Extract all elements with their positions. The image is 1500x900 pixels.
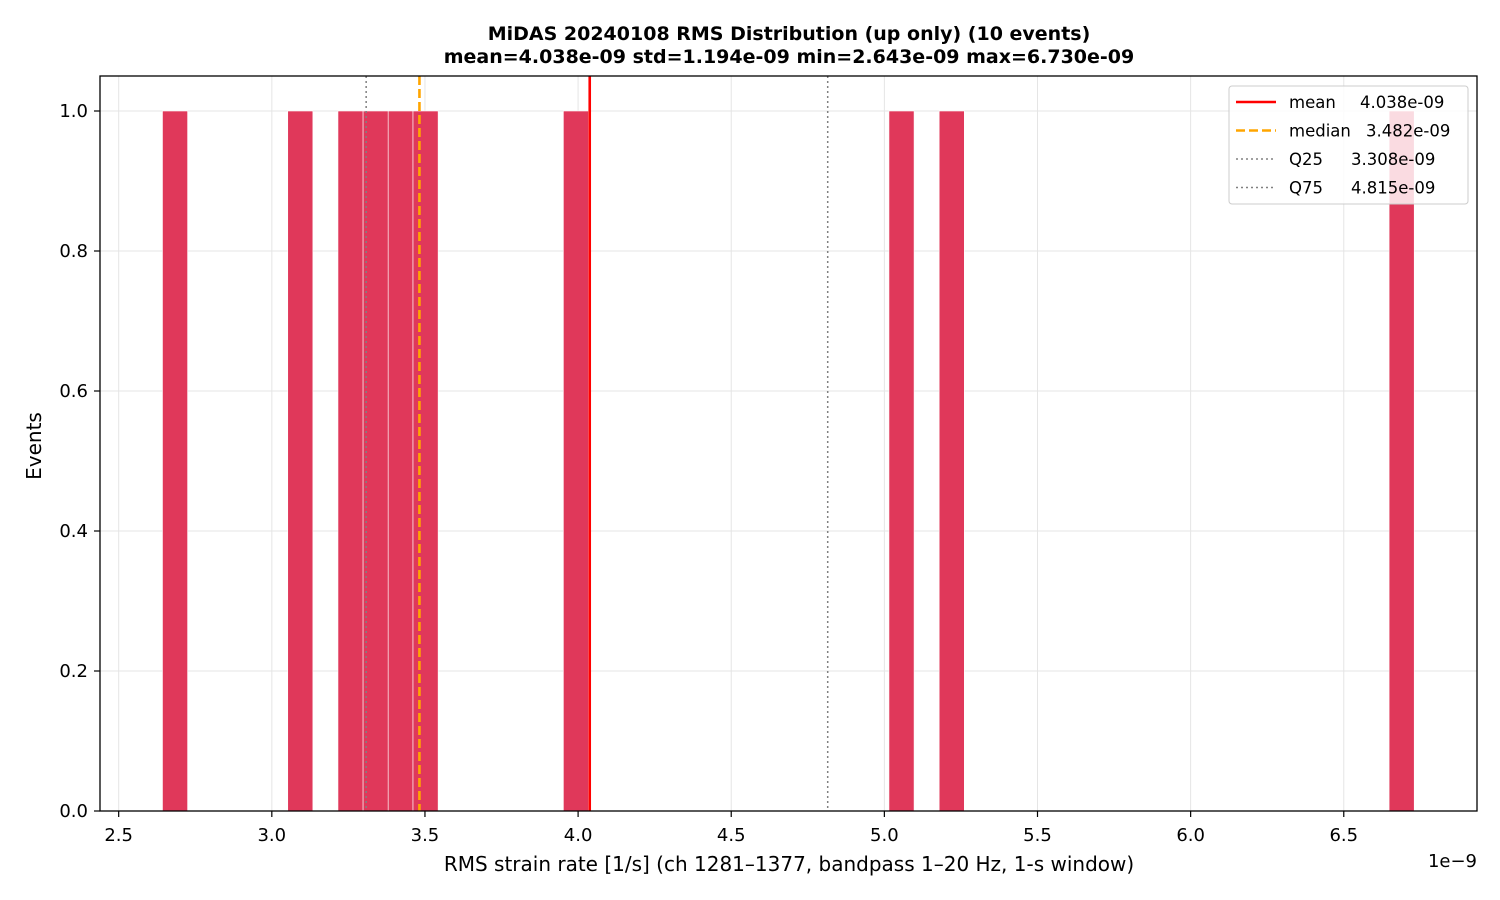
- histogram-bar: [162, 110, 188, 812]
- y-axis-label: Events: [22, 412, 46, 480]
- histogram-bar: [412, 110, 439, 812]
- y-axis-ticks: 0.0 0.2 0.4 0.6 0.8 1.0: [59, 101, 100, 822]
- y-tick-label: 0.6: [59, 381, 88, 402]
- x-tick-label: 3.0: [257, 825, 286, 846]
- median-legend-value: 3.482e-09: [1366, 122, 1450, 141]
- reference-lines: [365, 76, 829, 811]
- histogram-bar: [938, 110, 965, 812]
- y-tick-label: 0.0: [59, 801, 88, 822]
- x-tick-label: 5.5: [1023, 825, 1052, 846]
- histogram-bar: [563, 110, 589, 812]
- q25-legend-name: Q25: [1289, 150, 1323, 169]
- histogram-bar: [337, 110, 364, 812]
- y-tick-label: 1.0: [59, 101, 88, 122]
- histogram-bar: [888, 110, 915, 812]
- histogram-bars: [162, 110, 1415, 812]
- mean-legend-value: 4.038e-09: [1360, 93, 1444, 112]
- q75-legend-name: Q75: [1289, 179, 1323, 198]
- x-tick-label: 3.5: [411, 825, 440, 846]
- x-axis-offset-label: 1e−9: [1428, 851, 1477, 872]
- y-tick-label: 0.4: [59, 521, 88, 542]
- x-tick-label: 6.0: [1176, 825, 1205, 846]
- x-tick-label: 2.5: [104, 825, 133, 846]
- histogram-bar: [1388, 110, 1415, 812]
- x-axis-ticks: 2.5 3.0 3.5 4.0 4.5 5.0 5.5 6.0 6.5: [104, 811, 1358, 846]
- plot-frame: [99, 75, 1478, 812]
- histogram-bar: [287, 110, 314, 812]
- mean-legend-name: mean: [1289, 93, 1336, 112]
- chart-title: MiDAS 20240108 RMS Distribution (up only…: [488, 23, 1091, 45]
- x-tick-label: 4.0: [564, 825, 593, 846]
- legend-box: [1228, 85, 1469, 205]
- histogram-bar: [387, 110, 414, 812]
- chart-subtitle: mean=4.038e-09 std=1.194e-09 min=2.643e-…: [444, 46, 1135, 68]
- x-tick-label: 5.0: [870, 825, 899, 846]
- q75-legend-value: 4.815e-09: [1351, 179, 1435, 198]
- legend: mean 4.038e-09 median 3.482e-09 Q25 3.308e-09…: [1228, 85, 1469, 205]
- x-axis-label: RMS strain rate [1/s] (ch 1281–1377, ban…: [444, 852, 1134, 876]
- q25-legend-value: 3.308e-09: [1351, 150, 1435, 169]
- histogram-bar: [362, 110, 389, 812]
- median-legend-name: median: [1289, 122, 1351, 141]
- y-tick-label: 0.8: [59, 241, 88, 262]
- y-tick-label: 0.2: [59, 661, 88, 682]
- x-tick-label: 4.5: [717, 825, 746, 846]
- x-tick-label: 6.5: [1329, 825, 1358, 846]
